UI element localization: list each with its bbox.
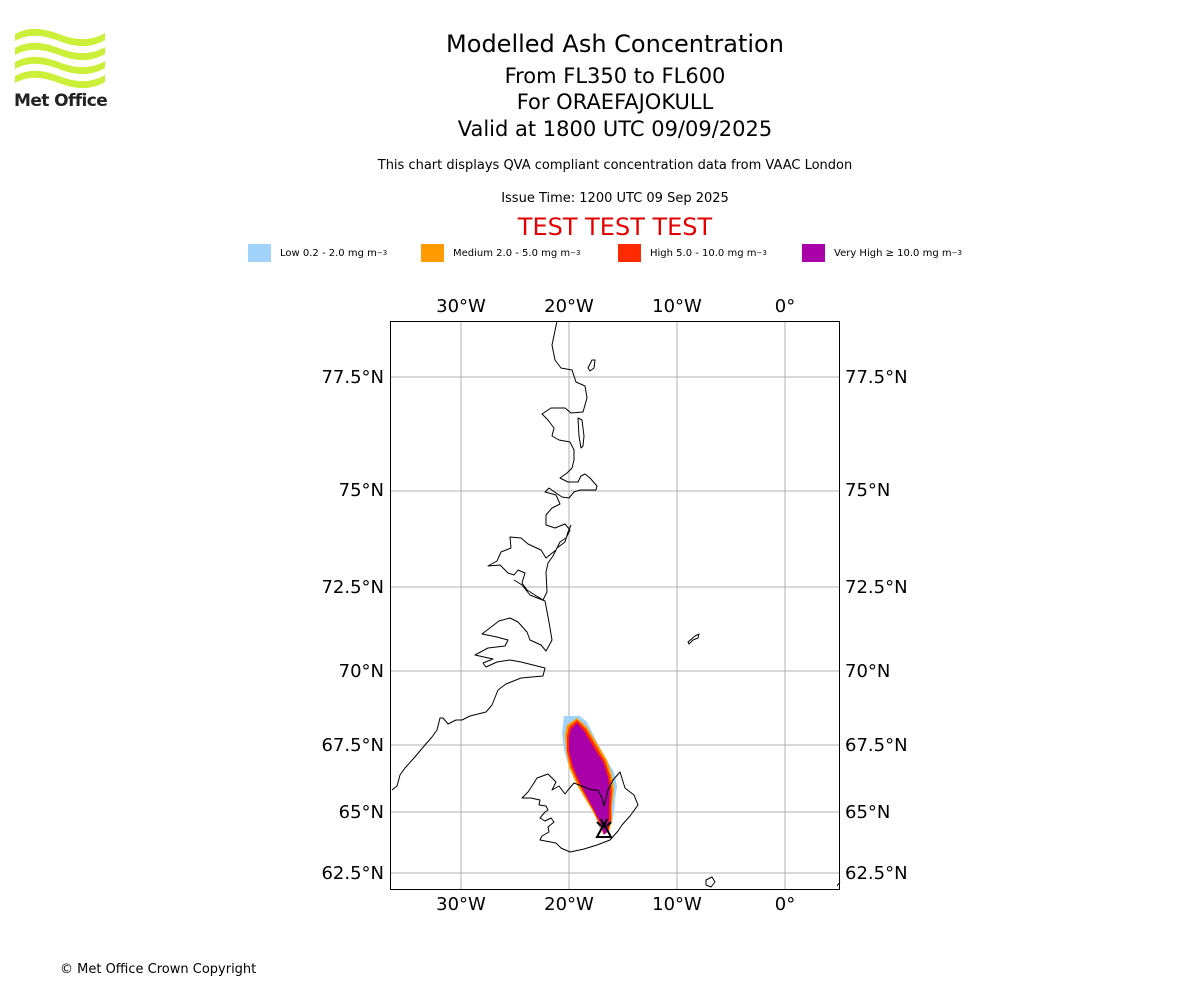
- legend-sup-medium: −3: [570, 249, 581, 257]
- valid-time: Valid at 1800 UTC 09/09/2025: [457, 117, 773, 141]
- legend-swatch-very-high: [802, 244, 825, 262]
- legend-swatch-high: [618, 244, 641, 262]
- legend-sup-low: −3: [376, 249, 388, 257]
- test-banner: TEST TEST TEST: [517, 213, 713, 241]
- lat-label-right: 70°N: [845, 661, 890, 682]
- lon-label-top: 20°W: [544, 296, 594, 317]
- lat-label-right: 77.5°N: [845, 367, 908, 388]
- logo-text: Met Office: [14, 91, 108, 111]
- island-coastline: [587, 359, 596, 372]
- lon-label-top: 30°W: [436, 296, 486, 317]
- legend-item-very-high: Very High ≥ 10.0 mg m −3: [802, 244, 962, 262]
- volcano-icon: [595, 818, 613, 838]
- ash-plume: [562, 716, 617, 835]
- lat-label-left: 67.5°N: [321, 735, 384, 756]
- legend-sup-high: −3: [756, 249, 767, 257]
- legend-swatch-medium: [421, 244, 444, 262]
- coastlines: [391, 320, 841, 888]
- lon-label-top: 10°W: [652, 296, 702, 317]
- iceland-coastline: [521, 771, 639, 853]
- legend-label-low: Low 0.2 - 2.0 mg m: [280, 247, 377, 259]
- lon-label-bottom: 0°: [775, 894, 795, 915]
- lat-label-right: 67.5°N: [845, 735, 908, 756]
- map-frame: [390, 321, 840, 890]
- lat-label-right: 72.5°N: [845, 577, 908, 598]
- lat-label-right: 62.5°N: [845, 863, 908, 884]
- legend-item-medium: Medium 2.0 - 5.0 mg m −3: [421, 244, 580, 262]
- legend-label-high: High 5.0 - 10.0 mg m: [650, 247, 757, 259]
- legend-item-low: Low 0.2 - 2.0 mg m −3: [248, 244, 387, 262]
- lon-label-top: 0°: [775, 296, 795, 317]
- legend-swatch-low: [248, 244, 271, 262]
- issue-time: Issue Time: 1200 UTC 09 Sep 2025: [501, 191, 729, 206]
- legend-sup-very-high: −3: [951, 249, 962, 257]
- ash-very-high-polygon: [569, 723, 610, 835]
- lat-label-right: 65°N: [845, 802, 890, 823]
- greenland-coastline: [391, 320, 598, 791]
- met-office-logo-waves: [15, 28, 105, 89]
- lat-label-left: 75°N: [339, 480, 384, 501]
- lat-label-left: 70°N: [339, 661, 384, 682]
- qva-disclaimer: This chart displays QVA compliant concen…: [377, 158, 853, 173]
- copyright-notice: © Met Office Crown Copyright: [60, 962, 257, 977]
- lat-label-left: 77.5°N: [321, 367, 384, 388]
- volcano-name: For ORAEFAJOKULL: [516, 90, 714, 114]
- lat-label-right: 75°N: [845, 480, 890, 501]
- lon-label-bottom: 20°W: [544, 894, 594, 915]
- faroe-coastline: [705, 876, 716, 888]
- lat-label-left: 65°N: [339, 802, 384, 823]
- met-office-logo: Met Office: [14, 28, 109, 114]
- legend-item-high: High 5.0 - 10.0 mg m −3: [618, 244, 767, 262]
- island-coastline: [577, 417, 585, 449]
- lon-label-bottom: 10°W: [652, 894, 702, 915]
- lon-label-bottom: 30°W: [436, 894, 486, 915]
- lat-label-left: 62.5°N: [321, 863, 384, 884]
- flight-level-range: From FL350 to FL600: [504, 64, 726, 88]
- jan-mayen-coastline: [687, 633, 700, 645]
- chart-title: Modelled Ash Concentration: [446, 30, 784, 58]
- legend-label-medium: Medium 2.0 - 5.0 mg m: [453, 247, 571, 259]
- graticule: [390, 321, 840, 890]
- legend-label-very-high: Very High ≥ 10.0 mg m: [834, 247, 952, 259]
- lat-label-left: 72.5°N: [321, 577, 384, 598]
